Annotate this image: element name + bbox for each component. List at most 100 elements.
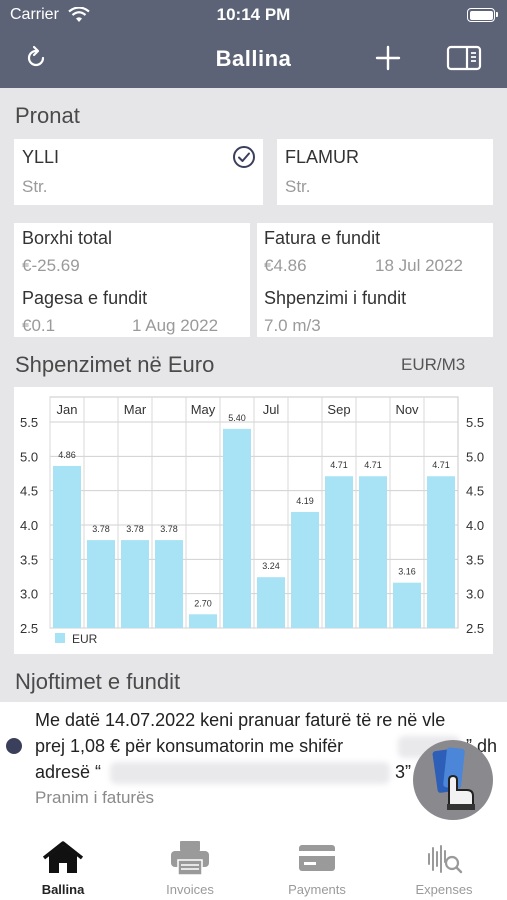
y-tick-label-left: 3.0 xyxy=(20,587,38,602)
scan-invoice-button[interactable] xyxy=(413,740,493,820)
data-label: 4.71 xyxy=(432,460,450,470)
tab-ballina[interactable]: Ballina xyxy=(0,820,126,900)
carrier-label: Carrier xyxy=(10,6,59,23)
legend-swatch xyxy=(55,633,65,643)
y-tick-label-right: 4.0 xyxy=(466,518,484,533)
data-label: 3.78 xyxy=(92,524,110,534)
unit-toggle[interactable]: EUR/M3 xyxy=(401,355,466,374)
refresh-icon[interactable] xyxy=(22,44,50,72)
last-payment-date: 1 Aug 2022 xyxy=(132,316,219,335)
bar-nov xyxy=(393,582,421,628)
home-content: Pronat YLLI Str. FLAMUR Str. Borxhi tota… xyxy=(0,88,507,700)
last-payment-label: Pagesa e fundit xyxy=(22,288,148,308)
notification-type: Pranim i faturës xyxy=(35,788,155,807)
status-bar: Carrier 10:14 PM xyxy=(0,0,507,30)
notification-type-icon xyxy=(6,738,22,754)
x-tick-label: Nov xyxy=(395,402,419,417)
data-label: 4.71 xyxy=(330,460,348,470)
bar-apr xyxy=(155,540,183,628)
expenses-chart: 5.5 5.5 5.0 5.0 4.5 4.5 4.0 4.0 3.5 3.5 3.0 3.0 2.5 2… xyxy=(14,387,493,654)
property-card-ylli[interactable]: YLLI Str. xyxy=(14,139,263,205)
last-invoice-label: Fatura e fundit xyxy=(264,228,381,248)
y-tick-label-left: 4.0 xyxy=(20,518,38,533)
nav-bar: Ballina xyxy=(0,30,507,88)
data-label: 3.24 xyxy=(262,561,280,571)
properties-title: Pronat xyxy=(15,103,80,128)
printer-icon xyxy=(171,841,209,876)
page-title: Ballina xyxy=(215,46,292,71)
tab-payments[interactable]: Payments xyxy=(254,820,380,900)
tab-invoices[interactable]: Invoices xyxy=(127,820,253,900)
sidebar-panel-icon[interactable] xyxy=(446,44,482,72)
tab-label: Payments xyxy=(288,882,346,897)
y-tick-label-right: 5.5 xyxy=(466,415,484,430)
redacted-text xyxy=(110,762,390,784)
bar-jun xyxy=(223,428,251,628)
debt-payment-card: Borxhi total €-25.69 Pagesa e fundit €0.… xyxy=(14,223,250,337)
tab-label: Ballina xyxy=(41,882,85,897)
property-street: Str. xyxy=(285,177,311,196)
battery-icon xyxy=(467,8,498,22)
tab-bar: Ballina Invoices Payments Expenses xyxy=(0,820,507,900)
data-label: 2.70 xyxy=(194,598,212,608)
last-expense-label: Shpenzimi i fundit xyxy=(264,288,407,308)
bar-jul xyxy=(257,577,285,628)
bar-feb xyxy=(87,540,115,628)
bar-sep xyxy=(325,476,353,628)
data-label: 4.86 xyxy=(58,450,76,460)
data-label: 4.71 xyxy=(364,460,382,470)
y-tick-label-right: 4.5 xyxy=(466,484,484,499)
tab-expenses[interactable]: Expenses xyxy=(381,820,507,900)
bar-dec xyxy=(427,476,455,628)
last-invoice-value: €4.86 xyxy=(264,256,307,275)
x-tick-label: Jul xyxy=(263,402,280,417)
property-card-flamur[interactable]: FLAMUR Str. xyxy=(277,139,493,205)
bar-oct xyxy=(359,476,387,628)
y-tick-label-right: 5.0 xyxy=(466,449,484,464)
y-tick-label-right: 2.5 xyxy=(466,621,484,636)
y-tick-label-right: 3.0 xyxy=(466,587,484,602)
data-label: 5.40 xyxy=(228,413,246,423)
add-icon[interactable] xyxy=(374,44,402,72)
property-name: FLAMUR xyxy=(285,147,360,167)
last-invoice-date: 18 Jul 2022 xyxy=(375,256,463,275)
card-hand-icon xyxy=(432,747,475,810)
notification-line-3-end: 3” xyxy=(395,762,412,782)
y-tick-label-left: 4.5 xyxy=(20,484,38,499)
bar-mar xyxy=(121,540,149,628)
clock: 10:14 PM xyxy=(216,5,291,24)
check-circle-icon xyxy=(233,146,255,168)
analytics-search-icon xyxy=(428,845,463,874)
last-payment-value: €0.1 xyxy=(22,316,56,335)
x-tick-label: Jan xyxy=(57,402,78,417)
notification-line-2: prej 1,08 € për konsumatorin me shifër xyxy=(35,736,344,756)
notifications-title: Njoftimet e fundit xyxy=(15,669,181,694)
home-icon xyxy=(42,841,84,873)
data-label: 3.16 xyxy=(398,567,416,577)
data-label: 4.19 xyxy=(296,496,314,506)
total-debt-value: €-25.69 xyxy=(22,256,80,275)
y-tick-label-left: 2.5 xyxy=(20,621,38,636)
bar-may xyxy=(189,614,217,628)
last-expense-value: 7.0 m/3 xyxy=(264,316,321,335)
y-tick-label-left: 3.5 xyxy=(20,552,38,567)
expenses-title: Shpenzimet në Euro xyxy=(15,352,215,377)
bar-aug xyxy=(291,511,319,628)
invoice-expense-card: Fatura e fundit €4.86 18 Jul 2022 Shpenz… xyxy=(257,223,493,337)
property-street: Str. xyxy=(22,177,48,196)
x-tick-label: Sep xyxy=(327,402,350,417)
bar-jan xyxy=(53,465,81,628)
data-label: 3.78 xyxy=(160,524,178,534)
tab-label: Invoices xyxy=(166,882,214,897)
credit-card-icon xyxy=(299,845,335,871)
y-tick-label-left: 5.0 xyxy=(20,449,38,464)
x-tick-label: May xyxy=(191,402,216,417)
y-tick-label-right: 3.5 xyxy=(466,552,484,567)
tab-label: Expenses xyxy=(415,882,473,897)
expenses-bar-chart: 5.5 5.5 5.0 5.0 4.5 4.5 4.0 4.0 3.5 3.5 3.0 3.0 2.5 2… xyxy=(20,396,484,646)
notification-line-1: Me datë 14.07.2022 keni pranuar faturë t… xyxy=(35,710,446,730)
legend-label: EUR xyxy=(72,632,98,646)
data-label: 3.78 xyxy=(126,524,144,534)
property-name: YLLI xyxy=(22,147,60,167)
wifi-icon xyxy=(68,7,90,22)
